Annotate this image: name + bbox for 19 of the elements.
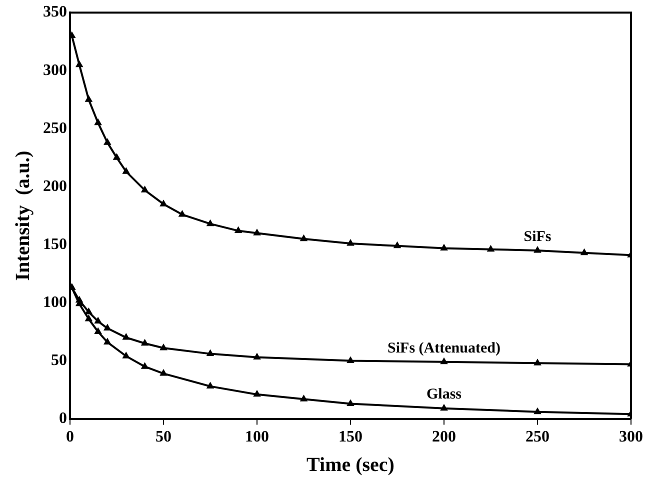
y-tick-label: 200 <box>43 178 67 195</box>
x-tick-label: 50 <box>156 428 172 446</box>
y-tick-label: 100 <box>43 294 67 311</box>
series-label: SiFs <box>524 228 552 245</box>
y-axis-title: Intensity (a.u.) <box>12 150 34 281</box>
y-tick-label: 150 <box>43 236 67 253</box>
series-label: Glass <box>426 386 462 403</box>
y-tick-label: 250 <box>43 120 67 137</box>
x-axis-title: Time (sec) <box>306 454 394 476</box>
x-tick-label: 150 <box>338 428 362 446</box>
y-tick-label: 300 <box>43 62 67 79</box>
x-tick-label: 300 <box>619 428 643 446</box>
x-tick-label: 250 <box>526 428 550 446</box>
x-tick-label: 200 <box>432 428 456 446</box>
y-tick-label: 0 <box>59 410 67 427</box>
series-label: SiFs (Attenuated) <box>388 340 500 356</box>
x-tick-label: 100 <box>245 428 269 446</box>
y-tick-label: 50 <box>51 352 67 369</box>
y-tick-label: 350 <box>43 4 67 21</box>
